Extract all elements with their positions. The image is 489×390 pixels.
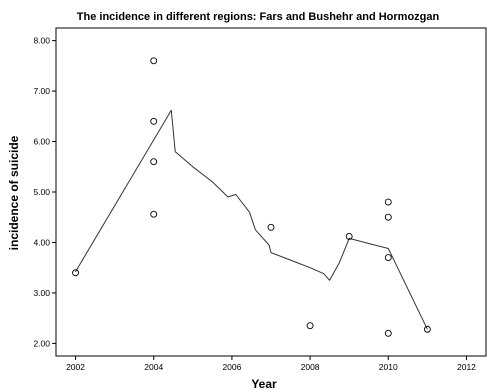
y-axis-title: incidence of suicide bbox=[7, 135, 21, 250]
x-axis: 2002 2004 2006 2008 2010 2012 bbox=[66, 356, 476, 372]
y-tick-label: 2.00 bbox=[33, 338, 50, 348]
y-tick-label: 4.00 bbox=[33, 237, 50, 247]
data-point bbox=[267, 223, 275, 231]
data-point bbox=[150, 158, 158, 166]
x-tick-label: 2002 bbox=[66, 362, 85, 372]
data-point bbox=[345, 232, 353, 240]
data-point bbox=[72, 269, 79, 277]
x-tick-label: 2004 bbox=[144, 362, 163, 372]
x-tick-label: 2006 bbox=[222, 362, 241, 372]
y-tick-label: 6.00 bbox=[33, 137, 50, 147]
plot-frame bbox=[55, 27, 487, 357]
data-point bbox=[150, 210, 158, 218]
y-tick-label: 7.00 bbox=[33, 86, 50, 96]
data-point bbox=[384, 254, 392, 262]
fit-line-layer bbox=[75, 109, 428, 330]
data-point bbox=[423, 325, 431, 333]
y-tick-label: 8.00 bbox=[33, 36, 50, 46]
y-tick-label: 5.00 bbox=[33, 187, 50, 197]
y-tick-label: 3.00 bbox=[33, 288, 50, 298]
x-tick-label: 2010 bbox=[379, 362, 398, 372]
data-point bbox=[384, 329, 392, 337]
data-points-layer bbox=[72, 57, 431, 337]
data-point bbox=[150, 117, 158, 125]
y-axis: 2.00 3.00 4.00 5.00 6.00 7.00 8.00 bbox=[33, 36, 56, 348]
x-tick-label: 2012 bbox=[457, 362, 476, 372]
x-axis-title: Year bbox=[251, 377, 277, 390]
fit-line bbox=[75, 109, 428, 330]
data-point bbox=[384, 213, 392, 221]
chart-title: The incidence in different regions: Fars… bbox=[77, 11, 440, 23]
data-point bbox=[150, 57, 158, 65]
data-point bbox=[384, 198, 392, 206]
data-point bbox=[306, 322, 314, 330]
x-tick-label: 2008 bbox=[301, 362, 320, 372]
